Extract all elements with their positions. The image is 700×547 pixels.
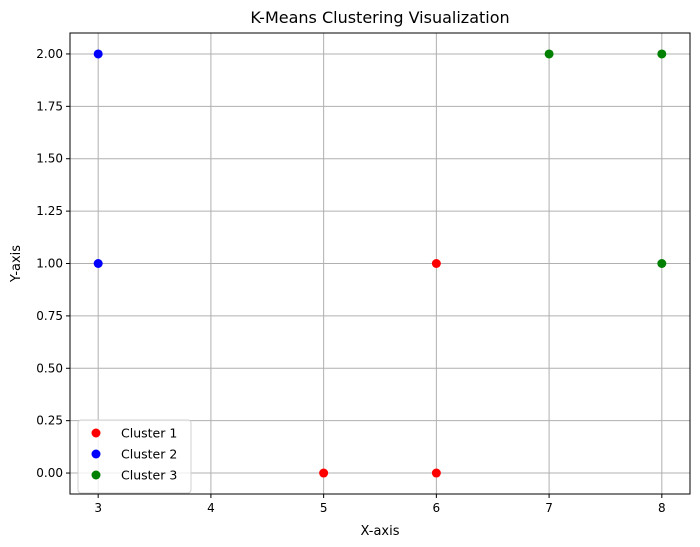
legend-label: Cluster 3	[121, 468, 177, 483]
y-tick-label: 1.50	[36, 152, 63, 166]
legend-marker	[91, 470, 101, 480]
cluster-3-point	[657, 259, 667, 268]
x-tick-label: 6	[433, 501, 441, 515]
plot-frame	[69, 32, 691, 495]
y-tick-label: 1.25	[36, 204, 63, 218]
y-tick-label: 0.50	[36, 361, 63, 375]
x-tick-label: 5	[320, 501, 328, 515]
cluster-3-point	[544, 49, 554, 59]
y-tick-label: 0.75	[36, 309, 63, 323]
x-axis-label: X-axis	[361, 524, 400, 539]
x-tick-label: 7	[545, 501, 553, 515]
cluster-2-point	[93, 259, 103, 268]
legend-marker	[91, 428, 101, 438]
legend: Cluster 1 Cluster 2 Cluster 3	[77, 419, 192, 494]
legend-label: Cluster 1	[121, 426, 177, 441]
cluster-1-point	[319, 468, 329, 478]
chart-title: K-Means Clustering Visualization	[250, 8, 509, 27]
legend-marker	[91, 449, 101, 459]
x-tick-label: 3	[94, 501, 102, 515]
y-axis-label: Y-axis	[9, 245, 24, 283]
y-tick-label: 2.00	[36, 47, 63, 61]
x-tick-label: 8	[658, 501, 666, 515]
y-tick-label: 1.75	[36, 99, 63, 113]
axis-ticks: 3 4 5 6 7 8 0.00 0.25 0.50 0.75 1.00 1.25 1.50 1.75 2.…	[36, 47, 665, 515]
y-tick-label: 0.25	[36, 414, 63, 428]
data-points	[93, 49, 667, 478]
cluster-1-point	[431, 259, 441, 268]
cluster-2-point	[93, 49, 103, 59]
cluster-1-point	[431, 468, 441, 478]
y-tick-label: 0.00	[36, 466, 63, 480]
legend-box	[77, 419, 192, 494]
x-tick-label: 4	[207, 501, 215, 515]
y-tick-label: 1.00	[36, 257, 63, 271]
cluster-3-point	[657, 49, 667, 59]
legend-label: Cluster 2	[121, 447, 177, 462]
